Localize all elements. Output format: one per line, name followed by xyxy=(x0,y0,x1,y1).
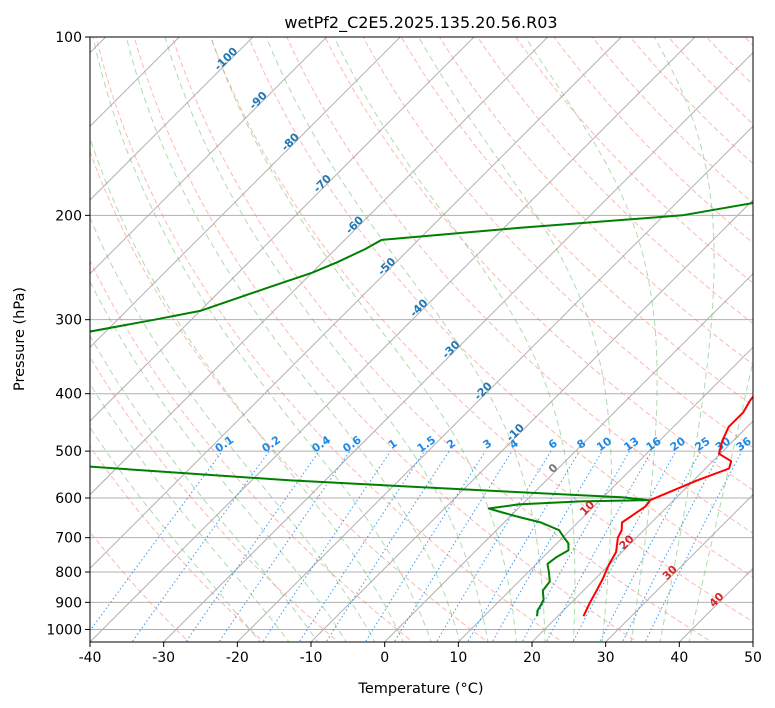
y-tick-label: 700 xyxy=(55,531,82,547)
dry-adiabat xyxy=(209,37,753,623)
isotherm-line xyxy=(90,37,475,422)
mixing-ratio-label: 36 xyxy=(734,434,754,454)
moist-adiabat xyxy=(125,37,461,642)
dry-adiabat xyxy=(286,37,753,534)
x-tick-label: -10 xyxy=(300,650,323,666)
mixing-ratio-line xyxy=(364,450,486,642)
isotherm-line xyxy=(90,37,328,275)
y-tick-label: 400 xyxy=(55,387,82,403)
mixing-ratio-line xyxy=(262,450,392,642)
mixing-ratio-line xyxy=(185,450,320,642)
moist-adiabat xyxy=(164,37,489,642)
y-tick-label: 600 xyxy=(55,491,82,507)
x-tick-label: -40 xyxy=(79,650,102,666)
isotherm-line xyxy=(90,37,696,642)
isotherm-line xyxy=(90,37,549,496)
dry-adiabat xyxy=(95,37,564,642)
isotherm-line xyxy=(310,199,753,642)
dry-adiabat xyxy=(248,37,753,578)
mixing-ratio-line xyxy=(131,450,270,642)
y-axis-title: Pressure (hPa) xyxy=(12,287,28,391)
isotherm-line xyxy=(604,493,753,642)
mixing-ratio-line xyxy=(218,450,351,642)
x-tick-label: 20 xyxy=(523,650,541,666)
moist-adiabat xyxy=(92,37,432,642)
mixing-ratio-line xyxy=(90,450,223,632)
y-tick-label: 200 xyxy=(55,208,82,224)
background-lines xyxy=(90,37,753,642)
isotherm-line xyxy=(162,51,753,642)
isotherm-line xyxy=(236,125,753,642)
profile-lines xyxy=(90,201,753,617)
moist-adiabat xyxy=(418,37,613,642)
dewpoint-profile xyxy=(90,201,753,617)
x-tick-label: 40 xyxy=(670,650,688,666)
moist-adiabat xyxy=(90,216,376,642)
dry-adiabat xyxy=(90,150,489,642)
dry-adiabat xyxy=(90,531,190,642)
dry-adiabat xyxy=(90,356,340,642)
isotherm-line xyxy=(90,37,254,201)
chart-title: wetPf2_C2E5.2025.135.20.56.R03 xyxy=(284,13,557,33)
isotherm-line xyxy=(457,346,753,642)
mixing-ratio-line xyxy=(393,450,513,642)
moist-adiabat xyxy=(333,37,576,642)
mixing-ratio-line xyxy=(572,450,677,642)
moist-adiabat xyxy=(90,426,261,642)
mixing-ratio-line xyxy=(599,450,701,642)
moist-adiabat xyxy=(524,37,658,642)
y-tick-label: 900 xyxy=(55,595,82,611)
axis-ticks: -40 -30 -20 -10 0 10 20 30 40 50 1000 900 800 700 600 5… xyxy=(46,30,762,666)
dry-adiabat xyxy=(171,37,713,642)
x-tick-label: 30 xyxy=(597,650,615,666)
mixing-ratio-line xyxy=(621,450,722,642)
x-tick-label: 50 xyxy=(744,650,762,666)
x-tick-label: -20 xyxy=(226,650,249,666)
moist-adiabat xyxy=(210,37,518,642)
dry-adiabat xyxy=(438,37,753,366)
y-tick-label: 300 xyxy=(55,313,82,329)
mixing-ratio-line xyxy=(466,450,580,642)
dry-adiabat xyxy=(324,37,753,491)
moist-adiabat xyxy=(688,358,753,642)
mixing-ratio-line xyxy=(325,450,450,642)
y-tick-label: 100 xyxy=(55,30,82,46)
y-tick-label: 800 xyxy=(55,565,82,581)
mixing-ratio-line xyxy=(298,450,425,642)
moist-adiabat xyxy=(90,382,290,642)
isotherm-line xyxy=(531,420,753,642)
y-tick-label: 500 xyxy=(55,444,82,460)
isotherm-line xyxy=(383,272,753,642)
moist-adiabat xyxy=(90,280,347,642)
x-axis-title: Temperature (°C) xyxy=(357,681,483,697)
x-tick-label: 0 xyxy=(380,650,389,666)
moist-adiabat xyxy=(90,334,319,642)
x-tick-label: -30 xyxy=(152,650,175,666)
plot-frame xyxy=(89,36,754,643)
dry-adiabat xyxy=(90,259,414,642)
temperature-profile xyxy=(582,395,753,617)
moist-adiabat xyxy=(90,136,404,642)
y-tick-label: 1000 xyxy=(46,622,82,638)
x-tick-label: 10 xyxy=(449,650,467,666)
dry-adiabat xyxy=(362,37,753,449)
moist-adiabat xyxy=(653,37,715,642)
